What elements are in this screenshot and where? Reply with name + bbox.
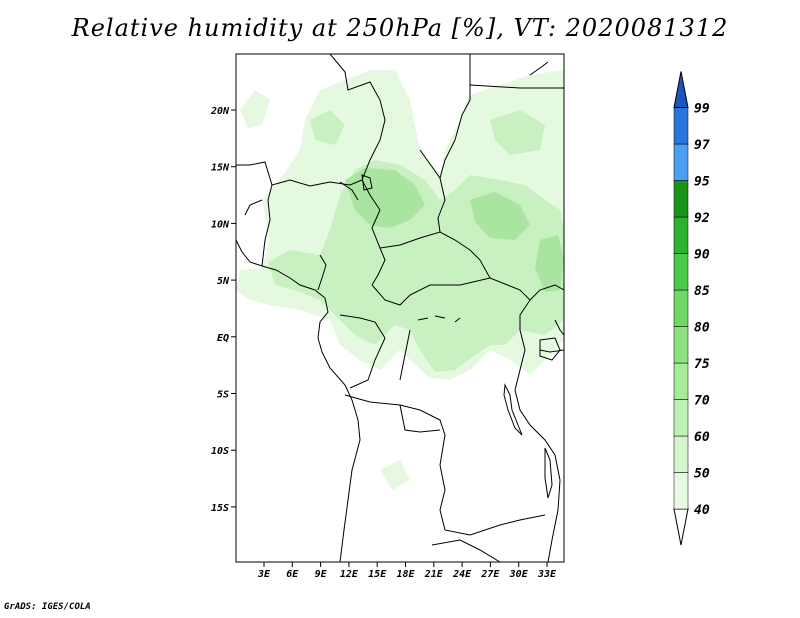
colorbar-label: 50 — [694, 467, 710, 482]
lon-tick-label: 9E — [315, 569, 328, 580]
colorbar: 99 97 95 92 90 85 80 75 70 60 50 40 — [673, 71, 710, 546]
border — [514, 329, 561, 562]
colorbar-label: 75 — [694, 357, 710, 372]
lon-tick-label: 6E — [286, 569, 299, 580]
colorbar-segment — [673, 435, 689, 473]
border — [339, 314, 386, 339]
border — [371, 277, 531, 306]
colorbar-label: 85 — [694, 284, 710, 299]
colorbar-segment — [673, 253, 689, 291]
border — [469, 84, 564, 89]
colorbar-label: 80 — [694, 321, 710, 336]
humidity-area-mid — [310, 110, 345, 145]
colorbar-segment — [673, 71, 689, 108]
humidity-area-light — [380, 460, 410, 490]
coastline-west-africa — [236, 239, 361, 562]
map-frame — [235, 53, 565, 563]
colorbar-segment — [673, 326, 689, 364]
lon-tick-label: 33E — [537, 569, 557, 580]
border — [244, 199, 263, 216]
longitude-axis: 3E 6E 9E 12E 15E 18E 21E 24E 27E 30E 33E — [257, 562, 557, 580]
colorbar-segment — [673, 508, 689, 546]
border — [371, 209, 386, 286]
colorbar-segment — [673, 143, 689, 181]
colorbar-label: 92 — [694, 211, 710, 226]
colorbar-label: 99 — [694, 102, 710, 117]
humidity-field — [236, 70, 564, 490]
border — [261, 184, 273, 267]
humidity-area-strong — [345, 168, 425, 228]
lat-tick-label: 15S — [211, 503, 229, 514]
lon-tick-label: 30E — [509, 569, 529, 580]
border — [344, 394, 546, 536]
colorbar-segment — [673, 399, 689, 437]
lake-malawi — [544, 447, 553, 499]
lake-tanganyika — [503, 383, 523, 436]
humidity-area-mid — [490, 110, 545, 155]
border — [431, 539, 501, 562]
lon-tick-label: 18E — [396, 569, 415, 580]
colorbar-label: 95 — [694, 175, 710, 190]
humidity-area-strong — [535, 235, 564, 292]
lake-chad — [361, 174, 373, 191]
colorbar-segment — [673, 180, 689, 218]
map-title: Relative humidity at 250hPa [%], VT: 202… — [71, 14, 729, 42]
lat-tick-label: EQ — [217, 333, 229, 344]
humidity-area-strong — [470, 192, 530, 240]
colorbar-segment — [673, 216, 689, 254]
border — [339, 181, 359, 201]
border — [329, 54, 386, 211]
coast-east — [529, 61, 564, 336]
border — [529, 284, 564, 301]
border — [437, 177, 446, 233]
colorbar-label: 70 — [694, 394, 710, 409]
colorbar-label: 97 — [694, 138, 710, 153]
colorbar-segment — [673, 362, 689, 400]
border — [399, 404, 441, 433]
border — [379, 231, 491, 279]
river-congo — [417, 315, 461, 323]
lat-tick-label: 5S — [217, 390, 229, 401]
lon-tick-label: 12E — [340, 569, 359, 580]
lat-tick-label: 15N — [211, 163, 230, 174]
grads-credit: GrADS: IGES/COLA — [4, 602, 91, 612]
humidity-area-light — [240, 90, 270, 128]
lon-tick-label: 15E — [368, 569, 387, 580]
lat-tick-label: 10N — [211, 219, 230, 230]
colorbar-label: 90 — [694, 248, 710, 263]
colorbar-segment — [673, 289, 689, 327]
lon-tick-label: 27E — [480, 569, 500, 580]
lat-tick-label: 5N — [217, 276, 230, 287]
lat-tick-label: 10S — [211, 446, 229, 457]
lat-tick-label: 20N — [210, 106, 230, 117]
border — [349, 337, 386, 389]
border — [399, 329, 411, 381]
border — [317, 254, 327, 291]
lon-tick-label: 21E — [424, 569, 444, 580]
country-borders — [236, 54, 564, 562]
colorbar-label: 60 — [694, 430, 710, 445]
lon-tick-label: 3E — [257, 569, 271, 580]
colorbar-label: 40 — [694, 503, 710, 518]
colorbar-segment — [673, 472, 689, 510]
border — [519, 299, 531, 330]
lake-victoria — [539, 337, 561, 361]
colorbar-segment — [673, 107, 689, 145]
lon-tick-label: 24E — [452, 569, 472, 580]
latitude-axis: 20N 15N 10N 5N EQ 5S 10S 15S — [210, 106, 236, 514]
